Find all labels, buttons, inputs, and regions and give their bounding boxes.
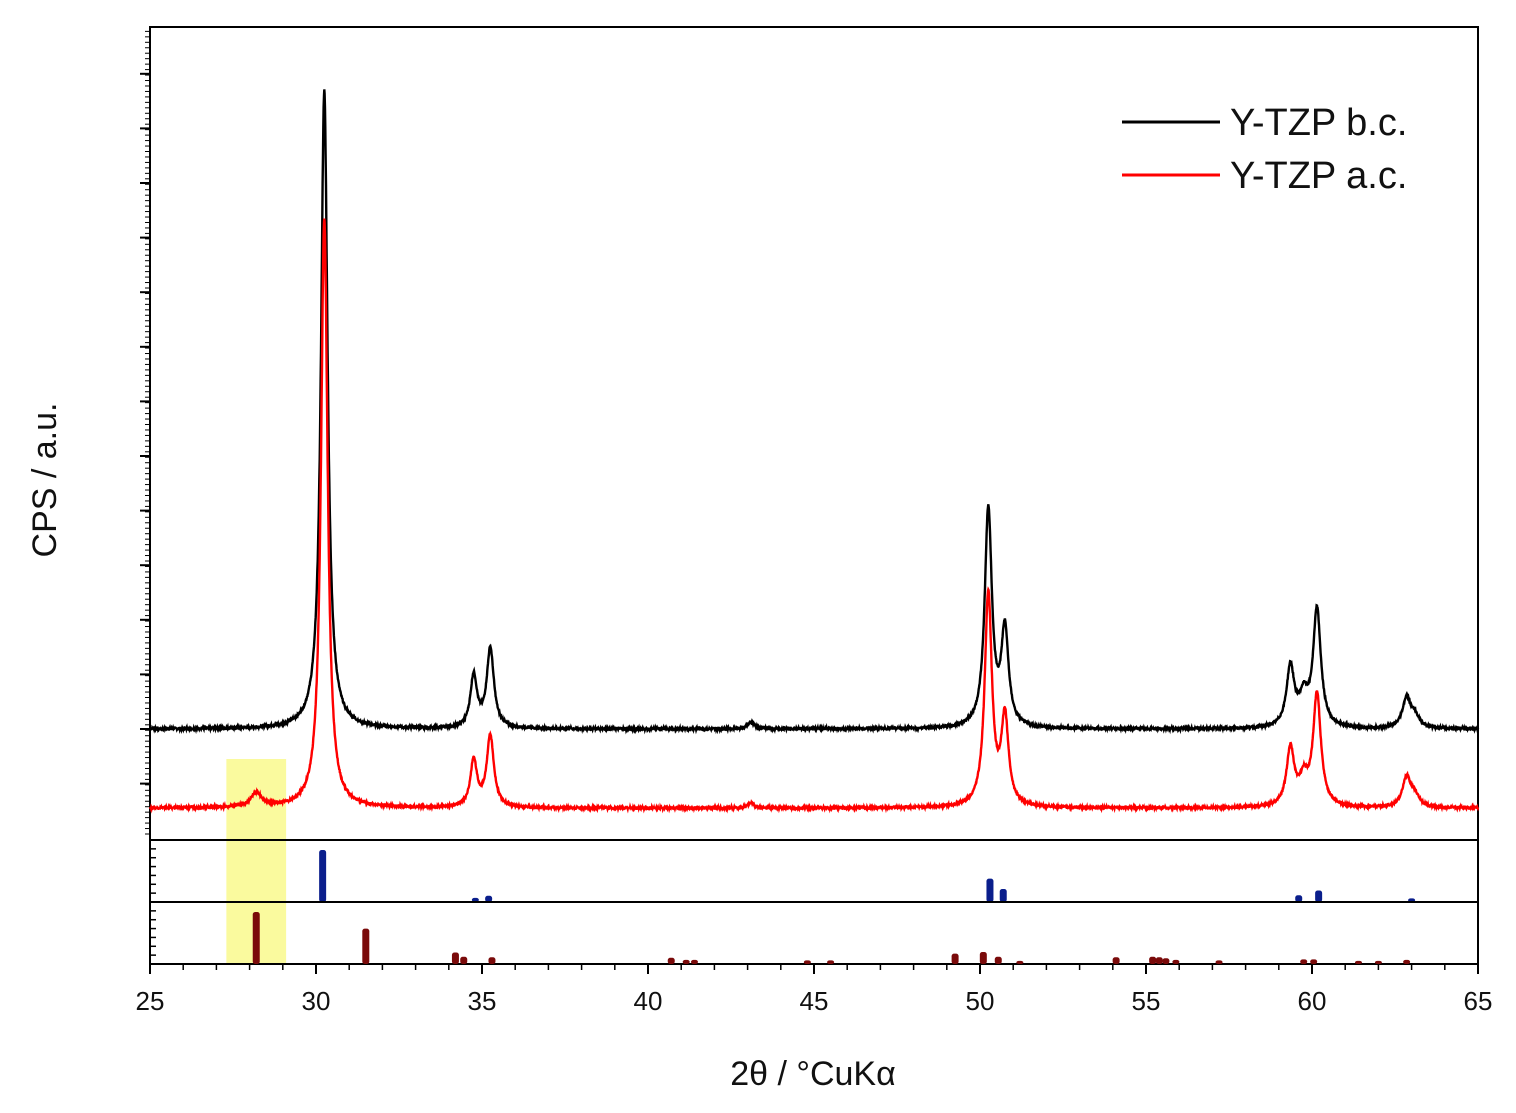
reference-stick — [451, 952, 459, 964]
x-tick-label: 25 — [136, 986, 165, 1016]
legend: Y-TZP b.c. Y-TZP a.c. — [1122, 102, 1407, 197]
main-plot-panel — [148, 26, 1480, 841]
reference-stick — [803, 960, 811, 964]
reference-stick — [1374, 960, 1382, 964]
reference-stick — [319, 850, 327, 902]
reference-stick — [1149, 956, 1157, 964]
reference-stick — [1215, 960, 1223, 964]
x-tick-label: 50 — [966, 986, 995, 1016]
reference-stick — [1162, 958, 1170, 964]
reference-stick — [1403, 959, 1411, 964]
x-tick-label: 35 — [468, 986, 497, 1016]
reference-stick — [485, 895, 493, 902]
reference-stick — [1310, 959, 1318, 964]
reference-stick — [1016, 960, 1024, 964]
series-line-2 — [148, 218, 1480, 814]
x-tick-label: 40 — [634, 986, 663, 1016]
x-axis: 25 30 35 40 45 50 55 60 65 — [136, 964, 1493, 1016]
reference-stick — [1315, 890, 1323, 902]
reference-stick — [1155, 957, 1163, 964]
y-axis-label: CPS / a.u. — [26, 403, 64, 558]
reference-stick — [979, 952, 987, 964]
x-tick-label: 65 — [1464, 986, 1493, 1016]
reference-stick — [460, 956, 468, 964]
series-line-1 — [149, 89, 1480, 735]
reference-stick — [1112, 957, 1120, 964]
reference-stick — [362, 928, 370, 964]
x-tick-label: 55 — [1132, 986, 1161, 1016]
legend-label-series-1: Y-TZP b.c. — [1230, 102, 1407, 144]
reference-stick — [252, 912, 260, 964]
x-tick-label: 30 — [302, 986, 331, 1016]
reference-stick — [1295, 895, 1303, 902]
reference-panel-1 — [149, 839, 1479, 903]
reference-stick — [690, 959, 698, 964]
reference-panel-frame-2 — [149, 901, 1479, 965]
reference-stick — [471, 897, 479, 902]
legend-label-series-2: Y-TZP a.c. — [1230, 155, 1407, 197]
x-tick-label: 45 — [800, 986, 829, 1016]
reference-stick — [1354, 960, 1362, 964]
reference-panel-2 — [149, 901, 1479, 965]
reference-panel-frame-1 — [149, 839, 1479, 903]
reference-stick — [827, 960, 835, 964]
x-tick-label: 60 — [1298, 986, 1327, 1016]
reference-stick — [667, 957, 675, 964]
reference-stick — [986, 878, 994, 902]
reference-stick — [1300, 959, 1308, 964]
reference-stick — [999, 889, 1007, 902]
y-axis — [140, 30, 150, 835]
reference-stick — [488, 957, 496, 964]
reference-stick — [994, 956, 1002, 964]
x-axis-label: 2θ / °CuKα — [730, 1055, 896, 1093]
reference-stick — [951, 953, 959, 964]
reference-stick — [1172, 959, 1180, 964]
reference-stick — [682, 959, 690, 964]
